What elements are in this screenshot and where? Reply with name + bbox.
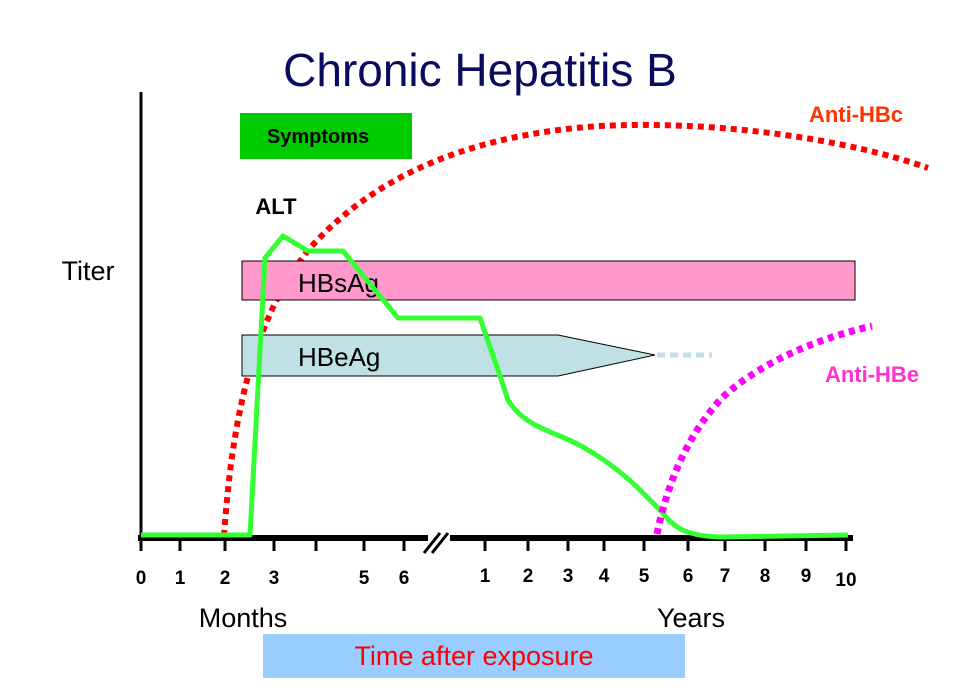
- year-tick-label: 4: [599, 566, 610, 587]
- month-tick-label: 6: [399, 568, 410, 589]
- hbeag-label: HBeAg: [298, 342, 380, 372]
- year-tick-label: 5: [639, 566, 650, 587]
- month-tick-label: 3: [269, 568, 280, 589]
- anti-hbc-curve: [221, 121, 930, 537]
- anti-hbe-curve: [653, 322, 873, 535]
- months-label: Months: [199, 603, 288, 633]
- x-axis-tick-labels: 0 1 2 3 5 6 1 2 3 4 5 6 7 8 9 10: [136, 566, 857, 591]
- year-tick-label: 8: [760, 566, 771, 587]
- year-tick-label: 3: [563, 566, 574, 587]
- anti-hbc-label: Anti-HBc: [809, 102, 903, 127]
- axis-break-mark-2: [430, 532, 450, 554]
- year-tick-label: 2: [523, 566, 534, 587]
- month-tick-label: 0: [136, 568, 147, 589]
- diagram-title: Chronic Hepatitis B: [283, 44, 677, 96]
- hbsag-label: HBsAg: [298, 268, 379, 298]
- y-axis-label: Titer: [62, 256, 115, 286]
- x-axis-ticks: [139, 538, 848, 551]
- symptoms-label: Symptoms: [267, 126, 369, 148]
- alt-line: [141, 233, 849, 540]
- time-after-exposure-caption: Time after exposure: [354, 641, 593, 671]
- alt-label: ALT: [255, 194, 297, 219]
- year-tick-label: 7: [720, 566, 731, 587]
- years-label: Years: [657, 603, 725, 633]
- year-tick-label: 6: [683, 566, 694, 587]
- hbeag-bar: [241, 334, 656, 377]
- caption-box: [263, 634, 685, 678]
- year-tick-label: 1: [480, 566, 491, 587]
- anti-hbe-label: Anti-HBe: [825, 362, 919, 387]
- symptoms-box: [240, 113, 412, 159]
- year-tick-label: 9: [801, 566, 812, 587]
- month-tick-label: 1: [175, 568, 186, 589]
- month-tick-label: 5: [359, 568, 370, 589]
- year-tick-label: 10: [835, 570, 856, 591]
- hbsag-bar: [241, 260, 856, 301]
- axis-break-mark-1: [422, 532, 442, 554]
- month-tick-label: 2: [220, 568, 231, 589]
